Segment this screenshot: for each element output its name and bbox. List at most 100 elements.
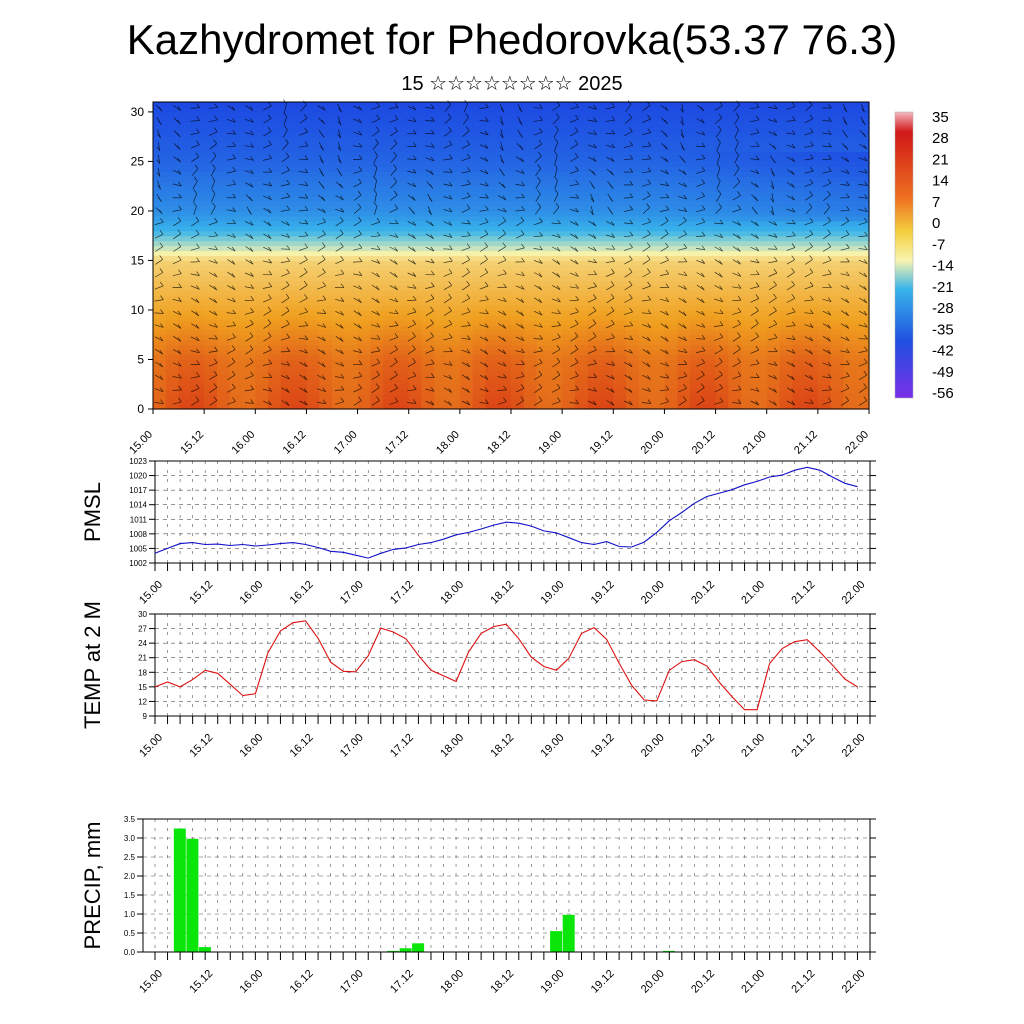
heatmap-cell: [383, 235, 397, 242]
heatmap-cell: [255, 359, 269, 366]
heatmap-cell: [229, 339, 244, 346]
wind-barb: [371, 297, 380, 304]
heatmap-cell: [408, 339, 423, 346]
heatmap-cell: [600, 394, 614, 400]
heatmap-cell: [779, 384, 793, 390]
heatmap-cell: [383, 186, 397, 192]
heatmap-cell: [293, 141, 308, 148]
heatmap-cell: [216, 364, 231, 370]
heatmap-cell: [370, 305, 384, 311]
heatmap-cell: [191, 230, 205, 237]
wind-barb-flag: [466, 243, 471, 248]
wind-barb: [732, 195, 741, 201]
wind-barb: [569, 311, 579, 315]
wind-barb-flag: [430, 282, 435, 287]
heatmap-cell: [242, 300, 256, 306]
heatmap-cell: [766, 349, 781, 356]
heatmap-cell: [383, 334, 397, 341]
heatmap-cell: [792, 379, 806, 385]
heatmap-cell: [600, 102, 614, 108]
heatmap-cell: [153, 161, 167, 167]
wind-barb-flag: [611, 256, 615, 262]
heatmap-cell: [651, 176, 666, 182]
wind-barb: [606, 310, 615, 316]
wind-barb: [822, 132, 832, 135]
heatmap-cell: [306, 250, 320, 257]
wind-barb: [479, 183, 489, 187]
heatmap-cell: [498, 235, 512, 242]
wind-barb: [443, 248, 453, 250]
heatmap-cell: [766, 245, 781, 252]
heatmap-cell: [536, 176, 550, 182]
heatmap-cell: [511, 260, 525, 266]
heatmap-cell: [229, 334, 244, 341]
heatmap-cell: [421, 235, 435, 242]
heatmap-cell: [421, 171, 435, 177]
wind-barb: [804, 324, 814, 328]
heatmap-cell: [408, 329, 423, 336]
heatmap-cell: [600, 334, 614, 341]
wind-barb-flag: [285, 152, 290, 157]
heatmap-cell: [434, 275, 448, 281]
wind-barb-flag: [864, 245, 868, 251]
heatmap-cell: [370, 314, 384, 321]
heatmap-cell: [817, 384, 832, 390]
heatmap-cell: [843, 354, 857, 361]
heatmap-cell: [178, 161, 192, 167]
wind-barb-flag: [827, 297, 832, 302]
heatmap-cell: [536, 319, 550, 326]
wind-barb: [209, 284, 218, 291]
heatmap-cell: [421, 265, 435, 271]
heatmap-cell: [459, 201, 474, 207]
wind-barb-flag: [322, 230, 326, 235]
heatmap-cell: [779, 151, 793, 158]
heatmap-cell: [741, 265, 755, 271]
heatmap-cell: [830, 250, 845, 257]
heatmap-cell: [421, 146, 435, 153]
heatmap-cell: [664, 344, 678, 351]
heatmap-cell: [434, 141, 448, 148]
heatmap-cell: [255, 324, 269, 331]
heatmap-cell: [472, 305, 487, 311]
heatmap-cell: [638, 364, 653, 370]
heatmap-cell: [638, 359, 653, 366]
wind-barb-flag: [286, 192, 291, 198]
heatmap-cell: [344, 369, 359, 375]
heatmap-cell: [753, 171, 768, 177]
heatmap-cell: [242, 344, 256, 351]
heatmap-cell: [792, 131, 806, 138]
heatmap-cell: [779, 399, 793, 405]
wind-barb-flag: [430, 156, 435, 162]
heatmap-cell: [395, 389, 410, 395]
heatmap-cell: [472, 210, 487, 217]
heatmap-cell: [741, 280, 755, 286]
wind-barb: [407, 286, 417, 289]
heatmap-cell: [447, 334, 461, 341]
heatmap-cell: [574, 324, 589, 331]
heatmap-cell: [383, 156, 397, 163]
heatmap-cell: [229, 364, 244, 370]
wind-barb-flag: [303, 113, 308, 119]
heatmap-cell: [651, 201, 666, 207]
wind-barb-flag: [864, 322, 868, 328]
heatmap-cell: [216, 394, 231, 400]
wind-barb: [226, 298, 236, 303]
heatmap-cell: [843, 151, 857, 158]
wind-barb-flag: [431, 270, 435, 276]
heatmap-cell: [741, 146, 755, 153]
wind-barb-flag: [575, 114, 579, 120]
wind-barb: [858, 157, 868, 162]
wind-barb: [678, 336, 687, 342]
heatmap-cell: [536, 314, 550, 321]
heatmap-cell: [638, 295, 653, 301]
heatmap-cell: [830, 196, 845, 202]
wind-barb: [157, 129, 161, 139]
heatmap-cell: [677, 230, 691, 237]
heatmap-cell: [574, 339, 589, 346]
wind-barb: [353, 170, 363, 174]
heatmap-cell: [216, 201, 231, 207]
heatmap-cell: [562, 210, 576, 217]
heatmap-cell: [434, 205, 448, 212]
heatmap-cell: [268, 205, 282, 212]
heatmap-cell: [562, 121, 576, 128]
